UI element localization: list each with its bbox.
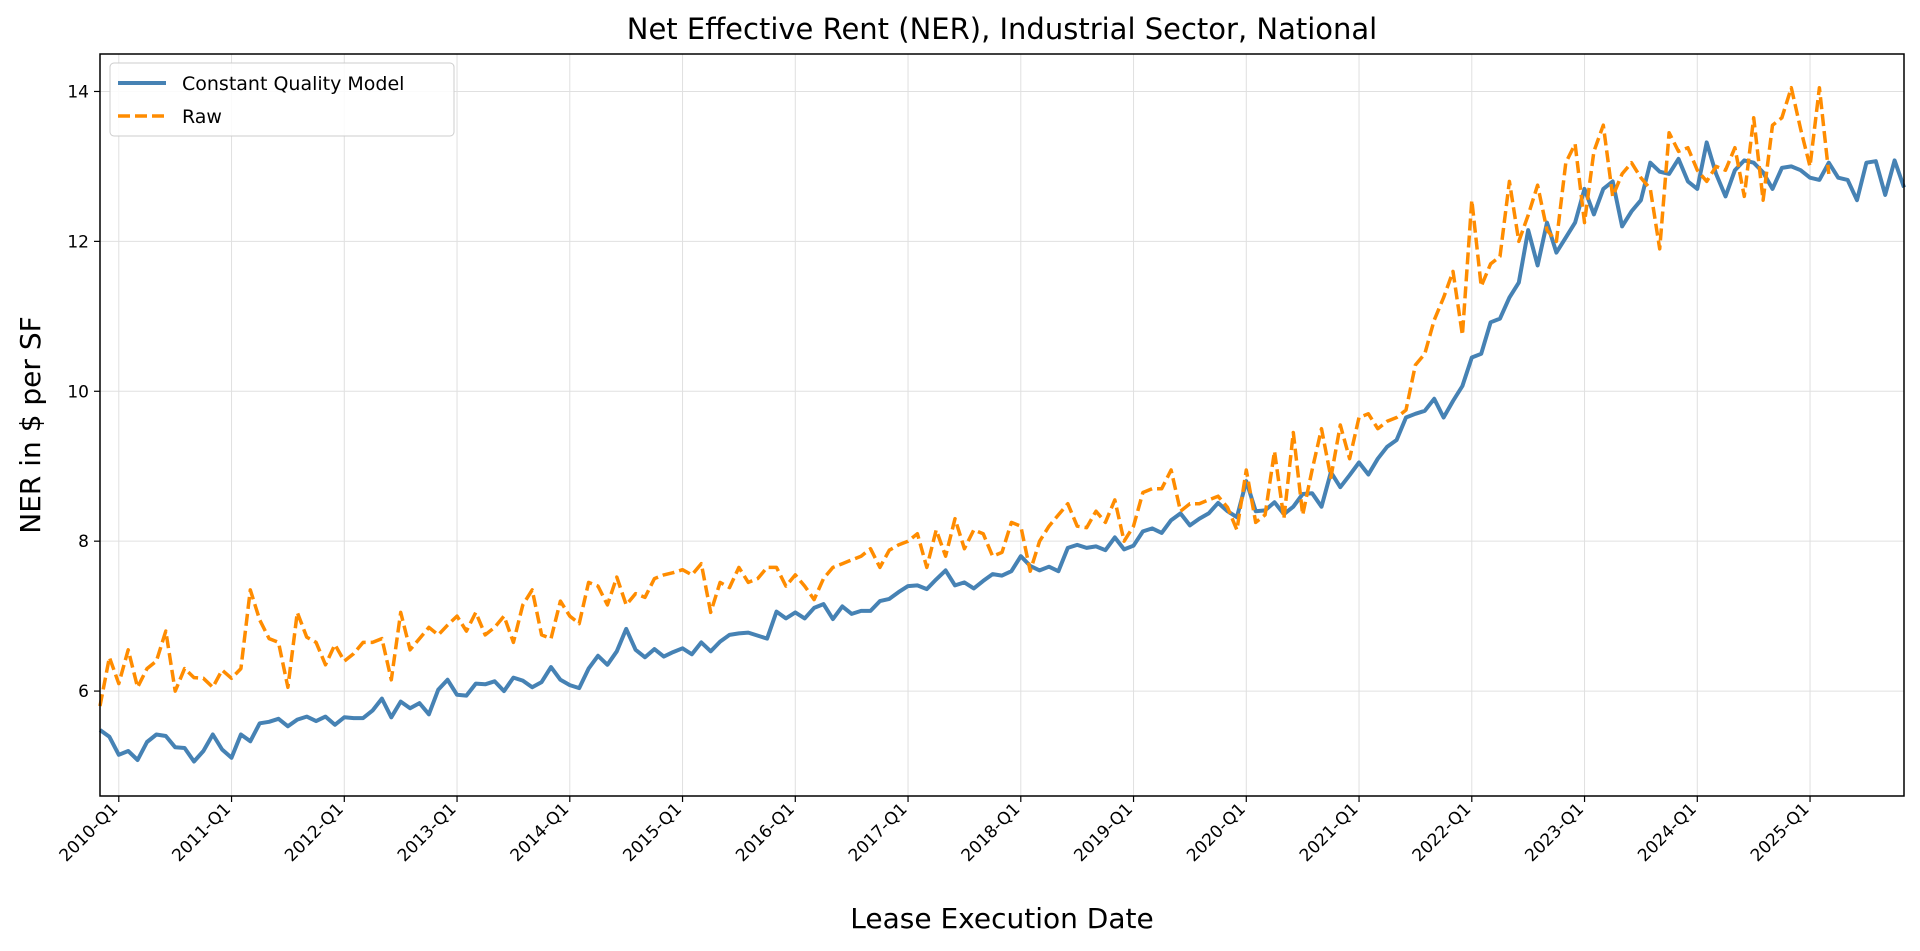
legend: Constant Quality Model Raw bbox=[109, 62, 455, 137]
y-axis-title: NER in $ per SF bbox=[14, 316, 47, 533]
y-tick-label: 14 bbox=[67, 82, 89, 102]
x-axis-title: Lease Execution Date bbox=[850, 902, 1153, 935]
legend-label-constant-quality: Constant Quality Model bbox=[182, 73, 404, 95]
series-line-raw bbox=[98, 85, 1831, 707]
series-line-constant-quality bbox=[98, 140, 1906, 764]
gridlines bbox=[100, 54, 1904, 796]
legend-box bbox=[109, 62, 455, 137]
y-tick-label: 12 bbox=[67, 232, 89, 252]
legend-label-raw: Raw bbox=[182, 106, 222, 128]
series-lines bbox=[98, 85, 1906, 764]
y-tick-label: 8 bbox=[78, 532, 89, 552]
y-axis: 6 8 10 12 14 bbox=[67, 82, 100, 702]
y-tick-label: 6 bbox=[78, 682, 89, 702]
chart-title: Net Effective Rent (NER), Industrial Sec… bbox=[627, 12, 1378, 46]
plot-area-frame bbox=[99, 53, 1905, 797]
y-tick-label: 10 bbox=[67, 382, 89, 402]
